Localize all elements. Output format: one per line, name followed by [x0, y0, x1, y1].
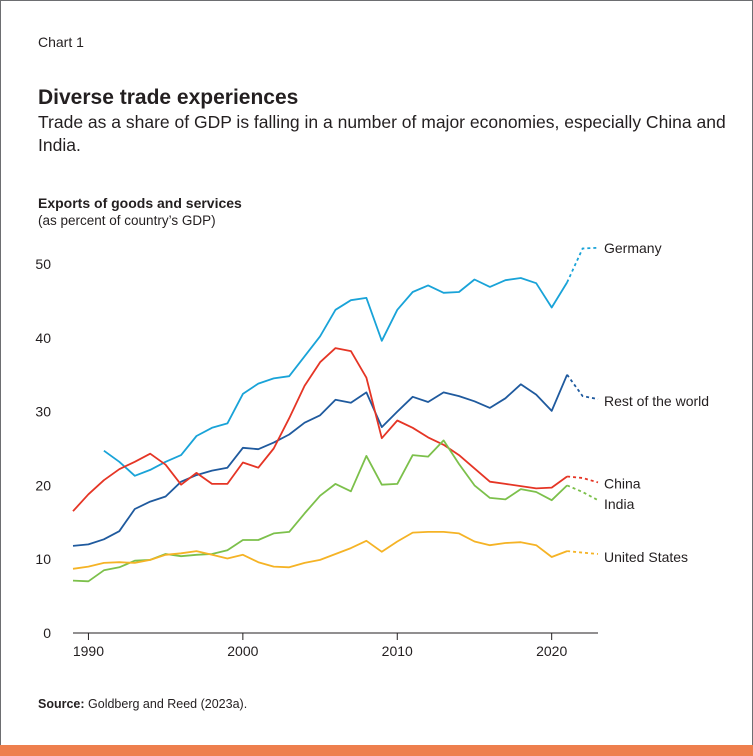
source-text: Goldberg and Reed (2023a). — [88, 697, 248, 711]
y-axis-subtitle: (as percent of country’s GDP) — [38, 213, 216, 228]
x-tick-label: 1990 — [73, 643, 104, 659]
germany-projection-line — [566, 246, 599, 283]
source-note: Source: Goldberg and Reed (2023a). — [38, 697, 247, 711]
accent-bar — [0, 745, 753, 756]
source-label: Source: — [38, 697, 85, 711]
germany-series-line — [103, 277, 568, 477]
china-series-line — [72, 347, 568, 512]
x-tick-label: 2020 — [536, 643, 567, 659]
y-tick-label: 30 — [35, 404, 51, 420]
united-states-series-line — [72, 531, 568, 570]
y-tick-label: 20 — [35, 477, 51, 493]
chart-title: Diverse trade experiences — [38, 86, 299, 109]
rest-of-the-world-projection-line — [566, 374, 599, 400]
china-projection-line — [567, 475, 599, 484]
x-tick-label: 2000 — [227, 643, 258, 659]
germany-series-label: Germany — [604, 240, 662, 256]
y-tick-label: 0 — [43, 625, 51, 641]
india-projection-line — [566, 484, 599, 501]
rest-of-the-world-series-line — [72, 374, 568, 547]
chart-number-label: Chart 1 — [38, 34, 84, 50]
rest-of-the-world-series-label: Rest of the world — [604, 393, 709, 409]
united-states-series-label: United States — [604, 549, 688, 565]
china-series-label: China — [604, 475, 641, 491]
y-tick-label: 50 — [35, 256, 51, 272]
y-tick-label: 40 — [35, 330, 51, 346]
x-tick-label: 2010 — [382, 643, 413, 659]
india-series-label: India — [604, 496, 635, 512]
chart-subtitle: Trade as a share of GDP is falling in a … — [38, 112, 726, 155]
united-states-projection-line — [567, 550, 599, 555]
y-tick-label: 10 — [35, 551, 51, 567]
y-axis-title: Exports of goods and services — [38, 195, 242, 211]
